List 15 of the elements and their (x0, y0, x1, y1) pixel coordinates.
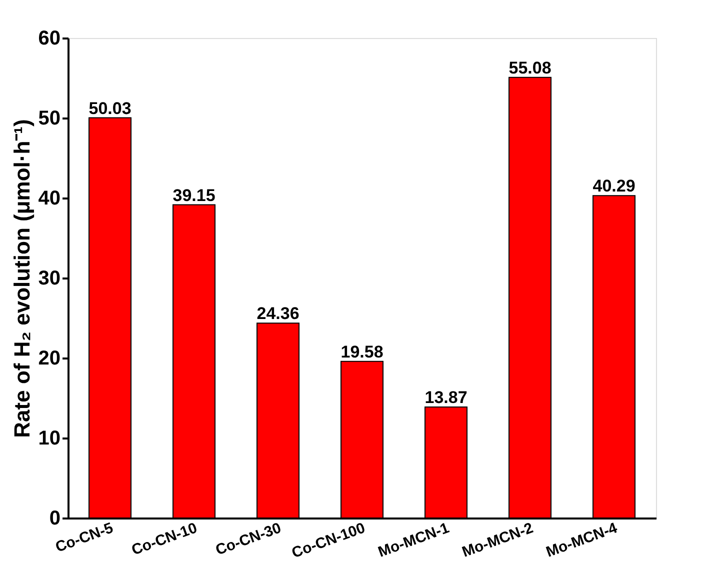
data-label: 19.58 (340, 342, 384, 362)
data-label: 24.36 (256, 304, 300, 324)
y-tick-label: 30 (38, 268, 60, 290)
y-axis-title: Rate of H₂ evolution (μmol·h⁻¹) (9, 119, 34, 438)
y-tick-label: 10 (38, 428, 60, 450)
data-label: 40.29 (592, 176, 636, 196)
data-label: 50.03 (88, 98, 132, 118)
data-label: 39.15 (172, 186, 216, 205)
y-tick-label: 60 (38, 28, 60, 50)
y-tick-label: 20 (38, 348, 60, 370)
y-tick-label: 40 (38, 188, 60, 210)
data-label: 55.08 (508, 58, 552, 78)
data-label: 13.87 (424, 388, 468, 408)
y-tick-label: 50 (38, 108, 60, 130)
y-tick-label: 0 (49, 508, 60, 530)
